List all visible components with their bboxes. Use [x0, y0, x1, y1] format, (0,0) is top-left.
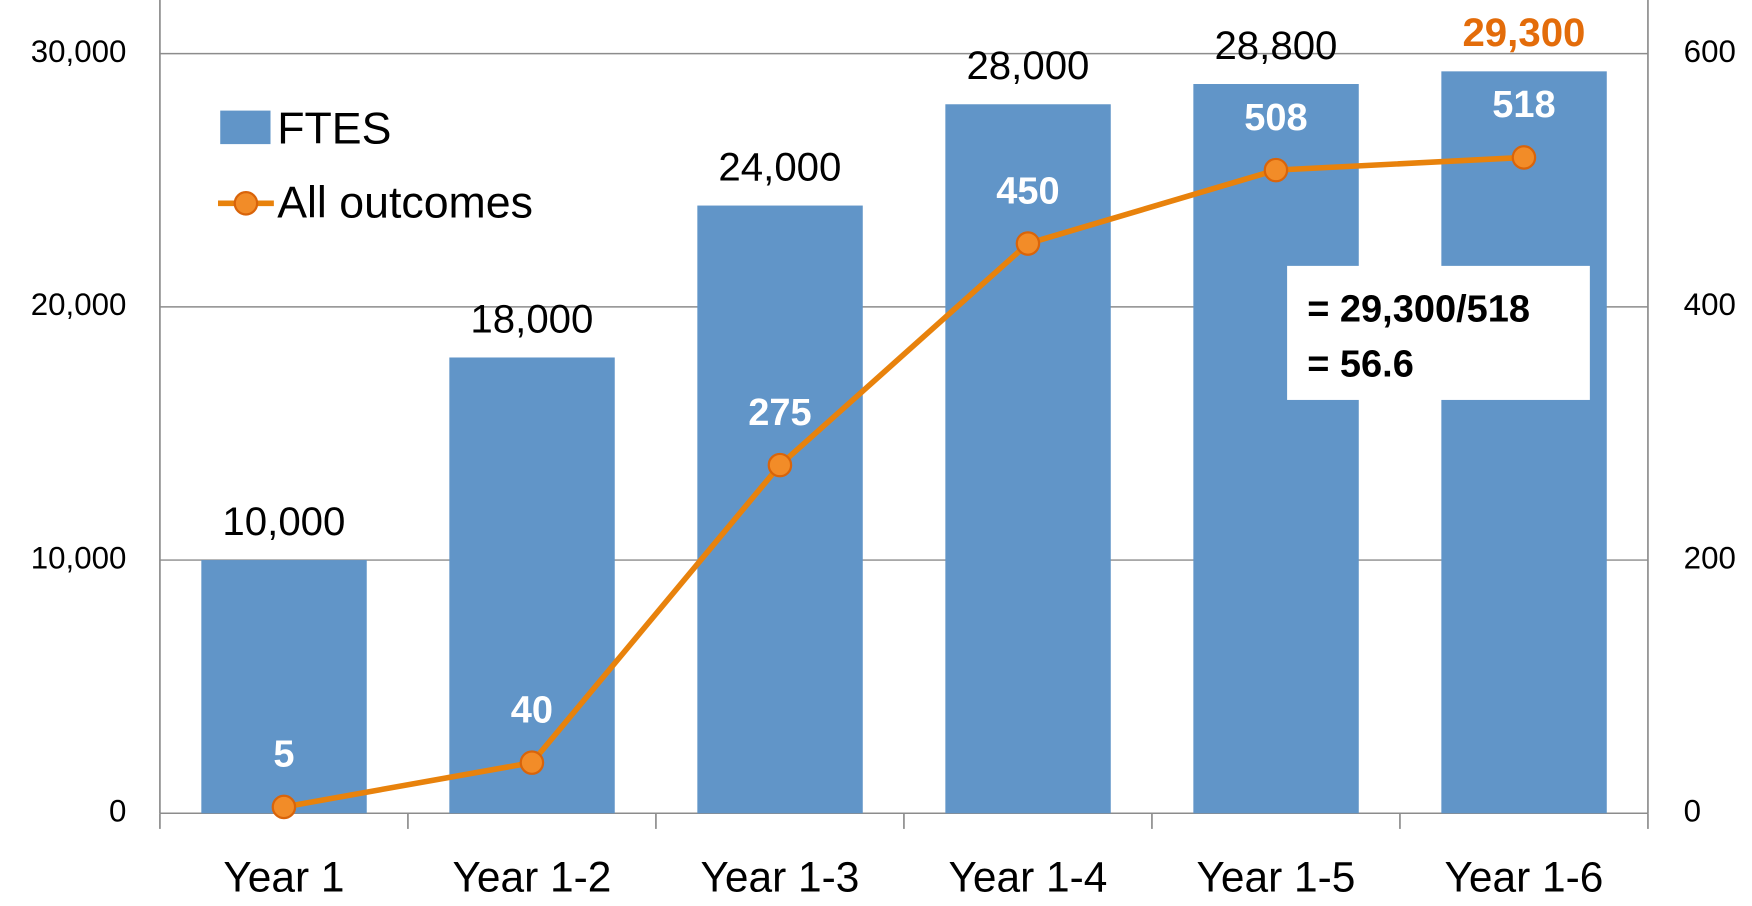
bar — [1441, 71, 1607, 814]
y-tick-label: 20,000 — [31, 287, 127, 322]
x-tick-label: Year 1 — [223, 854, 344, 901]
y2-tick-label: 600 — [1684, 34, 1736, 69]
line-marker — [1511, 145, 1537, 170]
x-tick-label: Year 1-6 — [1445, 854, 1604, 901]
x-tick-label: Year 1-3 — [700, 854, 859, 901]
bar-value-label: 24,000 — [718, 144, 841, 189]
bar — [1193, 84, 1359, 814]
legend-swatch — [220, 110, 271, 145]
line-marker — [767, 452, 793, 478]
y2-tick-label: 200 — [1684, 540, 1736, 575]
line-marker — [1015, 231, 1041, 256]
y-tick-label: 10,000 — [31, 540, 127, 575]
line-marker — [1263, 157, 1289, 183]
bar-value-label: 29,300 — [1462, 10, 1585, 55]
line-value-label: 450 — [996, 170, 1059, 212]
line-value-label: 275 — [748, 392, 811, 434]
x-tick-label: Year 1-5 — [1196, 854, 1355, 901]
line-marker — [519, 750, 545, 775]
line-marker — [271, 794, 297, 820]
bar-value-label: 10,000 — [222, 499, 345, 544]
line-value-label: 508 — [1244, 97, 1307, 139]
y-tick-label: 30,000 — [31, 34, 127, 69]
line-value-label: 5 — [273, 734, 294, 776]
bar — [697, 205, 863, 814]
bar-value-label: 28,000 — [966, 43, 1089, 88]
bar — [945, 104, 1111, 814]
x-tick-label: Year 1-4 — [948, 854, 1107, 901]
annotation-box — [1287, 265, 1590, 400]
line-value-label: 40 — [511, 689, 553, 731]
y2-tick-label: 0 — [1684, 794, 1701, 829]
bar-value-label: 28,800 — [1214, 23, 1337, 68]
x-tick-label: Year 1-2 — [452, 854, 611, 901]
y2-tick-label: 400 — [1684, 287, 1736, 322]
legend-label: FTES — [277, 105, 391, 154]
annotation-text: = 29,300/518 — [1307, 289, 1530, 331]
line-value-label: 518 — [1492, 84, 1555, 126]
line — [283, 154, 1525, 810]
bar-value-label: 18,000 — [470, 296, 593, 341]
bar — [201, 560, 367, 814]
annotation-text: = 56.6 — [1307, 343, 1414, 385]
legend-marker — [233, 191, 259, 216]
bar — [449, 357, 615, 814]
y-tick-label: 0 — [109, 794, 126, 829]
legend-label: All outcomes — [277, 178, 533, 227]
